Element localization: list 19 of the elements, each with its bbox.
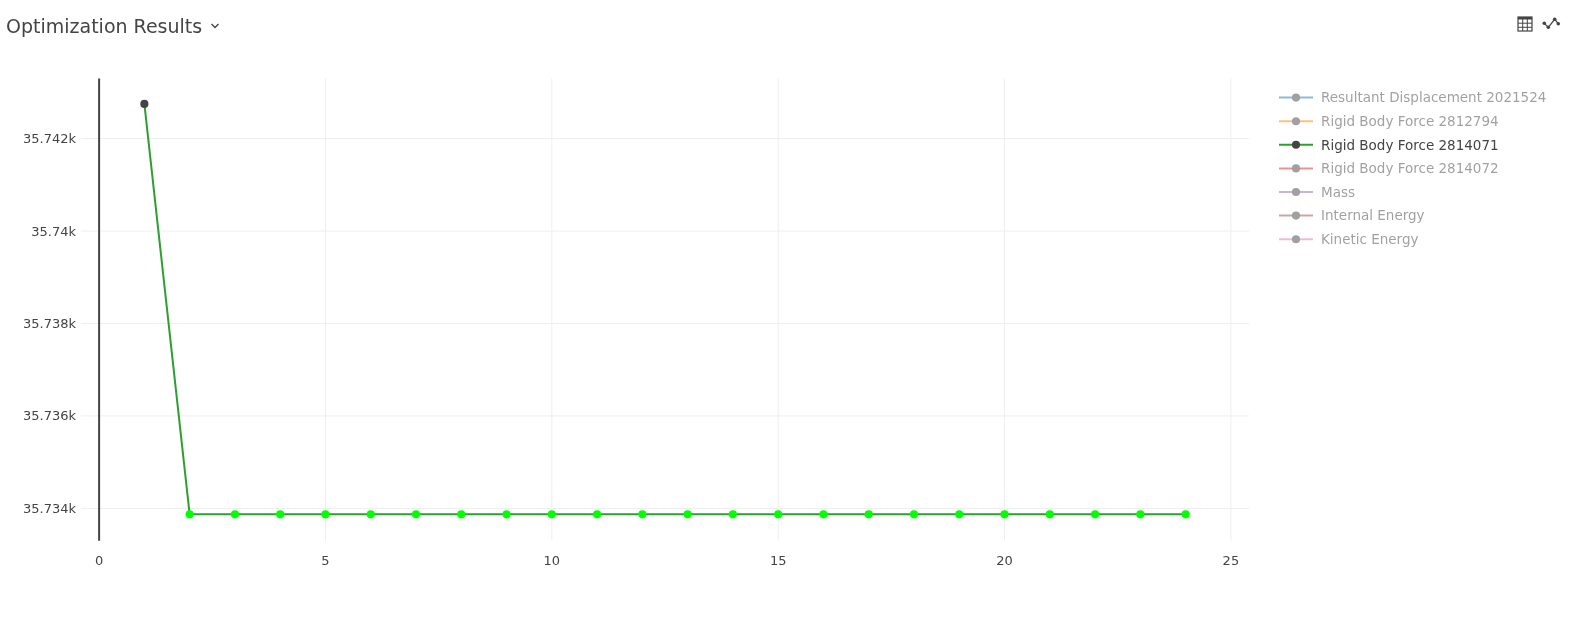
x-tick-label: 20 <box>996 552 1013 568</box>
y-tick-label: 35.742k <box>22 131 77 147</box>
legend-label: Rigid Body Force 2814071 <box>1321 136 1499 153</box>
legend-label: Rigid Body Force 2812794 <box>1321 112 1499 129</box>
x-tick-label: 0 <box>94 552 104 568</box>
x-tick-label: 10 <box>543 552 561 568</box>
legend-label: Internal Energy <box>1321 207 1425 224</box>
legend-label: Mass <box>1321 183 1355 200</box>
y-tick-label: 35.736k <box>22 408 77 424</box>
x-tick-label: 25 <box>1222 552 1240 568</box>
legend-label: Kinetic Energy <box>1321 230 1419 247</box>
chart-title: Optimization Results <box>6 14 203 37</box>
x-tick-label: 15 <box>769 552 787 568</box>
legend-label: Rigid Body Force 2814072 <box>1321 160 1499 177</box>
y-tick-label: 35.74k <box>31 223 77 239</box>
legend-label: Resultant Displacement 2021524 <box>1321 89 1547 106</box>
y-tick-label: 35.734k <box>22 500 77 516</box>
y-tick-label: 35.738k <box>22 316 77 332</box>
x-tick-label: 5 <box>321 552 330 568</box>
